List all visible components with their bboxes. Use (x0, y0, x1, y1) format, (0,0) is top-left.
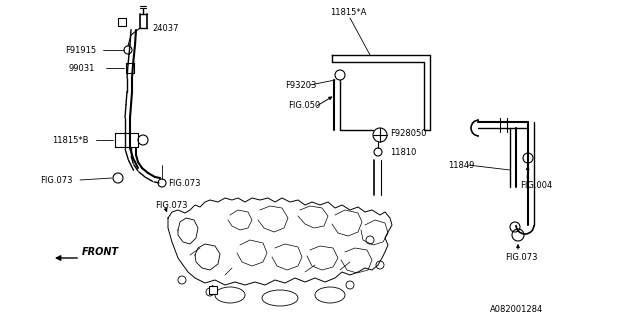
Text: F928050: F928050 (390, 129, 426, 138)
Text: F93203: F93203 (285, 81, 316, 90)
Text: 99031: 99031 (68, 63, 94, 73)
Text: A082001284: A082001284 (490, 306, 543, 315)
Text: FIG.073: FIG.073 (168, 179, 200, 188)
Text: FIG.073: FIG.073 (40, 175, 72, 185)
FancyBboxPatch shape (209, 286, 217, 294)
Text: FIG.004: FIG.004 (520, 180, 552, 189)
Text: 11810: 11810 (390, 148, 417, 156)
FancyBboxPatch shape (118, 18, 126, 26)
Text: FIG.073: FIG.073 (505, 253, 538, 262)
Text: 11849: 11849 (448, 161, 474, 170)
Text: A: A (211, 285, 216, 294)
Text: FIG.073: FIG.073 (155, 201, 188, 210)
Text: 24037: 24037 (152, 23, 179, 33)
Text: FIG.050: FIG.050 (288, 100, 320, 109)
Text: 11815*B: 11815*B (52, 135, 88, 145)
Text: F91915: F91915 (65, 45, 96, 54)
Text: A: A (120, 18, 125, 27)
Text: 11815*A: 11815*A (330, 7, 366, 17)
Text: FRONT: FRONT (82, 247, 119, 257)
